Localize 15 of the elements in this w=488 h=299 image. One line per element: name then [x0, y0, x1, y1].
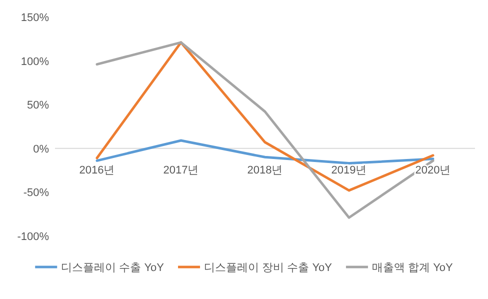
y-tick-label: 50%	[26, 100, 50, 112]
legend-label: 매출액 합계 YoY	[372, 262, 454, 274]
y-tick-label: -100%	[17, 231, 50, 243]
legend-label: 디스플레이 수출 YoY	[61, 262, 165, 274]
x-tick-label: 2017년	[163, 164, 199, 176]
y-tick-label: 150%	[20, 12, 50, 24]
y-tick-label: 0%	[33, 143, 50, 156]
x-tick-label: 2016년	[79, 164, 115, 176]
x-tick-label: 2018년	[247, 164, 283, 176]
y-tick-label: 100%	[20, 56, 50, 68]
x-tick-label: 2019년	[331, 164, 367, 176]
x-tick-label: 2020년	[415, 164, 451, 176]
legend-label: 디스플레이 장비 수출 YoY	[204, 262, 333, 274]
line-series	[96, 139, 434, 165]
y-tick-label: -50%	[23, 187, 50, 200]
